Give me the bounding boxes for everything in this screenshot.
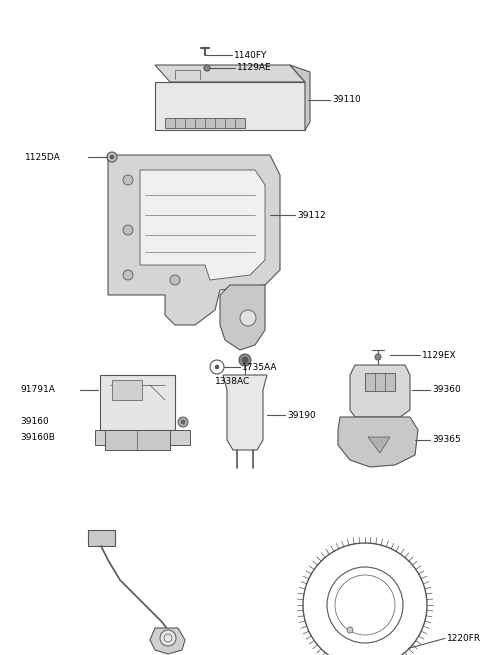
Text: 1125DA: 1125DA xyxy=(25,153,61,162)
Text: 39190: 39190 xyxy=(287,411,316,419)
Circle shape xyxy=(215,365,219,369)
Polygon shape xyxy=(290,65,310,130)
Circle shape xyxy=(204,65,210,71)
Polygon shape xyxy=(88,530,115,546)
Circle shape xyxy=(375,354,381,360)
Text: 39160: 39160 xyxy=(20,417,49,426)
Circle shape xyxy=(123,270,133,280)
Polygon shape xyxy=(220,285,265,350)
Text: 1735AA: 1735AA xyxy=(242,362,277,371)
Polygon shape xyxy=(338,417,418,467)
Polygon shape xyxy=(155,65,305,82)
Text: 1140FY: 1140FY xyxy=(234,50,267,60)
Text: 39110: 39110 xyxy=(332,96,361,105)
Polygon shape xyxy=(350,365,410,417)
Polygon shape xyxy=(108,155,280,325)
Polygon shape xyxy=(140,170,265,280)
Circle shape xyxy=(242,357,248,363)
Circle shape xyxy=(170,275,180,285)
Circle shape xyxy=(239,354,251,366)
Circle shape xyxy=(123,175,133,185)
Bar xyxy=(112,380,142,400)
Circle shape xyxy=(107,152,117,162)
Ellipse shape xyxy=(364,432,392,454)
Polygon shape xyxy=(223,375,267,450)
Text: 1220FR: 1220FR xyxy=(447,634,480,643)
Text: 1129EX: 1129EX xyxy=(422,350,456,360)
Text: 39365: 39365 xyxy=(432,436,461,445)
Text: 91791A: 91791A xyxy=(20,386,55,394)
Polygon shape xyxy=(155,82,305,130)
Text: 39360: 39360 xyxy=(432,386,461,394)
Text: 1129AE: 1129AE xyxy=(237,64,272,73)
Bar xyxy=(365,373,395,391)
Circle shape xyxy=(123,225,133,235)
Circle shape xyxy=(110,155,114,159)
Polygon shape xyxy=(165,118,245,128)
Text: 39112: 39112 xyxy=(297,210,325,219)
Circle shape xyxy=(178,417,188,427)
Polygon shape xyxy=(105,430,170,450)
Circle shape xyxy=(160,630,176,646)
Circle shape xyxy=(240,310,256,326)
Polygon shape xyxy=(150,628,185,654)
Polygon shape xyxy=(100,375,175,430)
Circle shape xyxy=(347,627,353,633)
Text: 39160B: 39160B xyxy=(20,434,55,443)
Text: 1338AC: 1338AC xyxy=(215,377,250,386)
Polygon shape xyxy=(95,430,190,445)
Circle shape xyxy=(181,420,185,424)
Polygon shape xyxy=(368,437,390,453)
